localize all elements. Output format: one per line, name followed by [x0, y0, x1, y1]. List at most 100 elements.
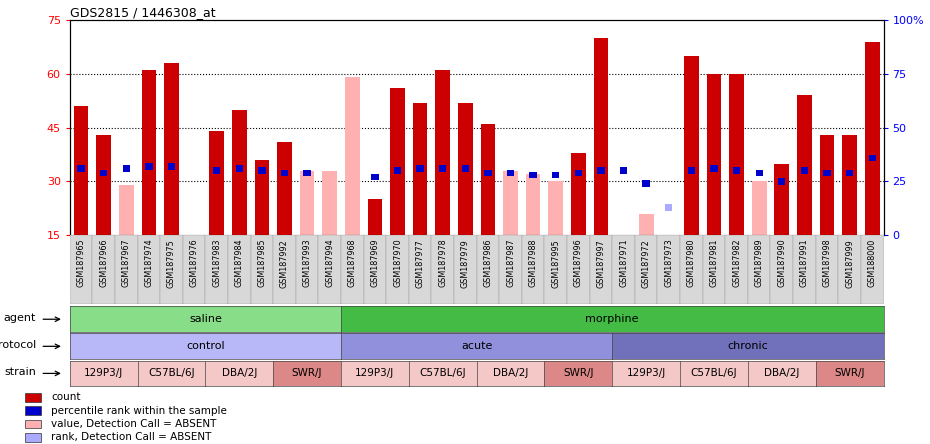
Bar: [77, 165, 85, 172]
Text: C57BL/6J: C57BL/6J: [419, 369, 466, 378]
Text: GSM187969: GSM187969: [370, 239, 379, 287]
FancyBboxPatch shape: [680, 235, 703, 304]
Text: GSM187989: GSM187989: [754, 239, 764, 287]
Text: DBA/2J: DBA/2J: [493, 369, 528, 378]
FancyBboxPatch shape: [318, 235, 341, 304]
Bar: [25, 393, 41, 402]
Text: GSM187987: GSM187987: [506, 239, 515, 287]
Bar: [571, 153, 586, 235]
Bar: [549, 182, 563, 235]
FancyBboxPatch shape: [70, 235, 92, 304]
Bar: [417, 165, 424, 172]
Text: GSM187999: GSM187999: [845, 239, 854, 288]
Bar: [435, 70, 450, 235]
FancyBboxPatch shape: [409, 235, 432, 304]
Bar: [552, 172, 560, 178]
Bar: [597, 167, 605, 174]
Bar: [458, 106, 472, 235]
Bar: [299, 171, 314, 235]
Text: strain: strain: [4, 367, 35, 377]
Bar: [575, 170, 582, 176]
FancyBboxPatch shape: [341, 235, 364, 304]
Bar: [507, 170, 514, 176]
FancyBboxPatch shape: [793, 235, 816, 304]
FancyBboxPatch shape: [567, 235, 590, 304]
FancyBboxPatch shape: [432, 235, 454, 304]
Text: GSM187981: GSM187981: [710, 239, 719, 287]
FancyBboxPatch shape: [635, 235, 658, 304]
FancyBboxPatch shape: [658, 235, 680, 304]
Bar: [413, 103, 428, 235]
Bar: [797, 95, 812, 235]
Bar: [100, 170, 107, 176]
Bar: [213, 167, 220, 174]
Text: C57BL/6J: C57BL/6J: [148, 369, 194, 378]
FancyBboxPatch shape: [454, 235, 476, 304]
Text: GSM187990: GSM187990: [777, 239, 786, 287]
FancyBboxPatch shape: [160, 235, 183, 304]
Text: GSM187972: GSM187972: [642, 239, 651, 288]
Bar: [141, 70, 156, 235]
FancyBboxPatch shape: [748, 235, 770, 304]
Bar: [123, 165, 130, 172]
Text: acute: acute: [461, 341, 492, 351]
Bar: [503, 171, 518, 235]
Text: GSM187978: GSM187978: [438, 239, 447, 287]
Text: DBA/2J: DBA/2J: [764, 369, 800, 378]
Text: GSM187977: GSM187977: [416, 239, 425, 288]
Bar: [525, 174, 540, 235]
Text: protocol: protocol: [0, 340, 35, 350]
Text: C57BL/6J: C57BL/6J: [691, 369, 737, 378]
FancyBboxPatch shape: [522, 235, 544, 304]
Text: GSM187997: GSM187997: [596, 239, 605, 288]
Text: percentile rank within the sample: percentile rank within the sample: [51, 406, 227, 416]
Bar: [707, 74, 722, 235]
FancyBboxPatch shape: [138, 235, 160, 304]
Text: control: control: [186, 341, 225, 351]
Text: GSM188000: GSM188000: [868, 239, 877, 287]
Bar: [323, 171, 337, 235]
Bar: [25, 420, 41, 428]
FancyBboxPatch shape: [703, 235, 725, 304]
Text: GDS2815 / 1446308_at: GDS2815 / 1446308_at: [70, 6, 216, 19]
Text: GSM187985: GSM187985: [258, 239, 266, 287]
Text: GSM187976: GSM187976: [190, 239, 199, 287]
Bar: [755, 170, 763, 176]
Text: GSM187980: GSM187980: [687, 239, 696, 287]
Text: 129P3/J: 129P3/J: [355, 369, 394, 378]
Text: GSM187992: GSM187992: [280, 239, 289, 288]
Text: GSM187975: GSM187975: [167, 239, 176, 288]
Bar: [729, 74, 744, 235]
Bar: [733, 167, 740, 174]
FancyBboxPatch shape: [115, 235, 138, 304]
FancyBboxPatch shape: [206, 235, 228, 304]
Bar: [665, 204, 672, 210]
Text: morphine: morphine: [586, 314, 639, 324]
Bar: [97, 135, 111, 235]
Bar: [367, 199, 382, 235]
Text: 129P3/J: 129P3/J: [627, 369, 666, 378]
FancyBboxPatch shape: [499, 235, 522, 304]
FancyBboxPatch shape: [296, 235, 318, 304]
Bar: [639, 214, 654, 235]
Bar: [164, 63, 179, 235]
Bar: [277, 142, 292, 235]
Bar: [819, 135, 834, 235]
Text: GSM187991: GSM187991: [800, 239, 809, 287]
Bar: [303, 170, 311, 176]
FancyBboxPatch shape: [386, 235, 409, 304]
Bar: [869, 155, 876, 161]
Bar: [643, 180, 650, 187]
Text: GSM187996: GSM187996: [574, 239, 583, 287]
Text: 129P3/J: 129P3/J: [84, 369, 124, 378]
Bar: [778, 178, 786, 185]
Bar: [439, 165, 446, 172]
FancyBboxPatch shape: [250, 235, 273, 304]
Text: chronic: chronic: [727, 341, 768, 351]
FancyBboxPatch shape: [183, 235, 206, 304]
Bar: [371, 174, 379, 180]
FancyBboxPatch shape: [612, 235, 635, 304]
Text: GSM187971: GSM187971: [619, 239, 628, 287]
Bar: [393, 167, 401, 174]
Text: rank, Detection Call = ABSENT: rank, Detection Call = ABSENT: [51, 432, 211, 442]
